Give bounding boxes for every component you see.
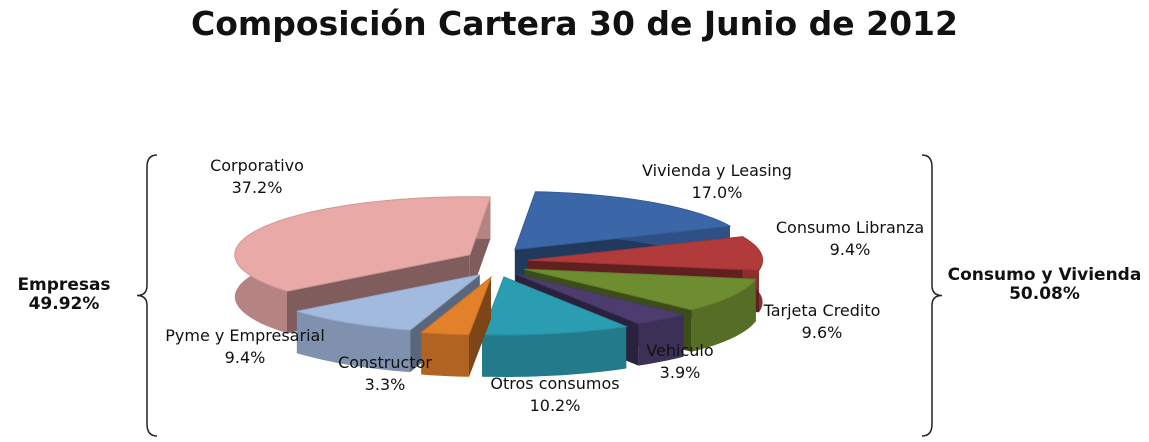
slice (419, 275, 493, 377)
category-name: Consumo Libranza (775, 218, 925, 237)
group-name: Empresas (17, 275, 111, 295)
slice-label: Vivienda y Leasing 17.0% (622, 160, 812, 204)
category-name: Vehiculo (646, 341, 714, 360)
slice (481, 276, 629, 377)
slice (234, 196, 492, 292)
category-name: Otros consumos (490, 374, 620, 393)
slice-label: Pyme y Empresarial 9.4% (150, 325, 340, 369)
value-label: 10.2% (529, 396, 581, 415)
value-label: 3.9% (659, 363, 701, 382)
value-label: 37.2% (231, 178, 283, 197)
category-name: Corporativo (210, 156, 304, 175)
value-label: 3.3% (364, 375, 406, 394)
group-value: 50.08% (1009, 284, 1080, 304)
slice-label: Tarjeta Credito 9.6% (727, 300, 917, 344)
slice-wall (296, 311, 411, 373)
slice (527, 236, 763, 271)
group-label: Consumo y Vivienda 50.08% (942, 266, 1147, 304)
slice-label: Corporativo 37.2% (162, 155, 352, 199)
group-brace (921, 154, 943, 437)
slice (514, 191, 732, 251)
slice-wall (638, 314, 684, 366)
category-name: Tarjeta Credito (763, 301, 881, 320)
slice (419, 275, 493, 336)
category-name: Vivienda y Leasing (642, 161, 792, 180)
slice-label: Constructor 3.3% (290, 352, 480, 396)
slice-wall (691, 279, 756, 352)
group-label: Empresas 49.92% (2, 276, 126, 314)
value-label: 9.4% (829, 240, 871, 259)
category-name: Pyme y Empresarial (165, 326, 325, 345)
chart-title: Composición Cartera 30 de Junio de 2012 (191, 4, 958, 43)
slice-wall (482, 326, 627, 377)
slice (515, 273, 684, 325)
value-label: 9.6% (801, 323, 843, 342)
slice-label: Vehiculo 3.9% (585, 340, 775, 384)
group-brace (136, 154, 158, 437)
slice (524, 268, 757, 311)
slice-label: Otros consumos 10.2% (460, 373, 650, 417)
group-value: 49.92% (28, 294, 100, 314)
category-name: Constructor (338, 353, 432, 372)
slice-label: Consumo Libranza 9.4% (755, 217, 945, 261)
slice (481, 276, 629, 336)
slice-wall (421, 332, 469, 377)
slice (296, 274, 481, 331)
value-label: 17.0% (691, 183, 743, 202)
value-label: 9.4% (224, 348, 266, 367)
group-name: Consumo y Vivienda (947, 265, 1142, 285)
